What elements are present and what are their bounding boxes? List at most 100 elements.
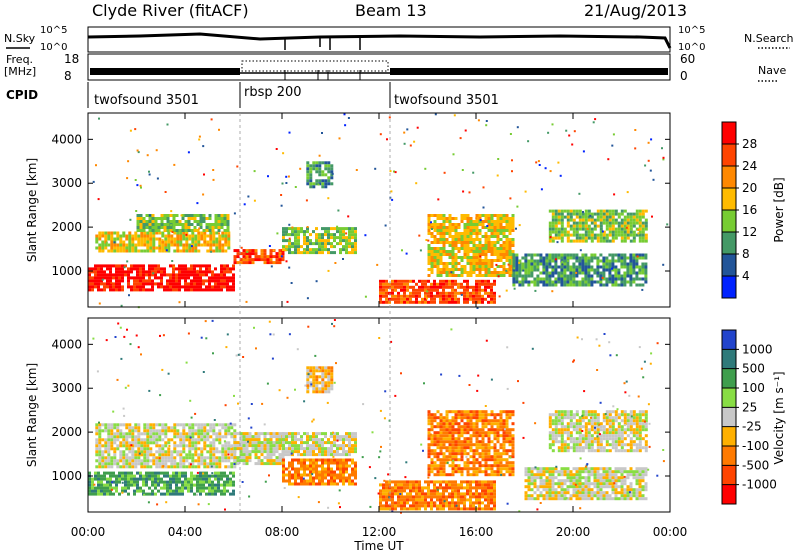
heatmap-cell	[103, 489, 106, 493]
heatmap-cell	[472, 259, 476, 262]
heatmap-cell	[403, 294, 406, 298]
heatmap-cell	[584, 233, 588, 237]
heatmap-cell	[442, 235, 446, 238]
heatmap-cell	[490, 486, 493, 490]
heatmap-cell	[179, 450, 183, 454]
heatmap-cell	[442, 238, 446, 241]
heatmap-cell	[469, 247, 473, 250]
heatmap-cell	[451, 480, 454, 484]
heatmap-cell	[427, 473, 431, 477]
heatmap-cell	[318, 251, 321, 255]
heatmap-cell	[181, 214, 185, 217]
heatmap-cell	[161, 462, 165, 466]
heatmap-cell	[146, 231, 150, 235]
heatmap-cell	[172, 489, 175, 493]
heatmap-cell	[466, 235, 470, 238]
heatmap-cell	[220, 285, 223, 289]
heatmap-cell	[475, 489, 478, 493]
heatmap-cell	[158, 450, 162, 454]
heatmap-cell	[587, 259, 591, 263]
heatmap-cell	[315, 432, 318, 436]
heatmap-cell	[206, 438, 210, 442]
heatmap-cell	[560, 283, 564, 287]
heatmap-cell	[110, 444, 114, 448]
heatmap-cell	[333, 482, 336, 486]
heatmap-cell	[179, 234, 183, 238]
heatmap-cell	[418, 501, 421, 505]
heatmap-cell	[427, 446, 431, 450]
heatmap-cell	[312, 482, 315, 486]
heatmap-cell	[215, 465, 219, 469]
heatmap-cell	[421, 495, 424, 499]
heatmap-cell	[260, 258, 264, 262]
heatmap-cell	[115, 474, 118, 478]
heatmap-cell	[188, 426, 192, 430]
heatmap-cell	[109, 489, 112, 493]
heatmap-cell	[484, 483, 487, 487]
heatmap-cell	[232, 276, 235, 280]
heatmap-cell	[442, 470, 446, 474]
heatmap-cell	[581, 265, 585, 269]
heatmap-cell	[530, 256, 534, 260]
heatmap-cell	[269, 453, 273, 457]
heatmap-cell	[448, 437, 452, 441]
scatter-cell	[636, 255, 639, 258]
heatmap-cell	[484, 271, 488, 274]
heatmap-cell	[312, 248, 315, 252]
heatmap-cell	[330, 479, 333, 483]
heatmap-cell	[433, 220, 437, 223]
heatmap-cell	[475, 449, 479, 453]
heatmap-cell	[481, 455, 485, 459]
heatmap-cell	[176, 450, 180, 454]
heatmap-cell	[327, 230, 330, 234]
heatmap-cell	[460, 247, 464, 250]
heatmap-cell	[490, 217, 494, 220]
heatmap-cell	[348, 239, 351, 243]
heatmap-cell	[505, 235, 509, 238]
heatmap-cell	[208, 288, 211, 292]
heatmap-cell	[572, 218, 576, 222]
heatmap-cell	[427, 291, 430, 295]
heatmap-cell	[472, 294, 475, 298]
heatmap-cell	[227, 444, 231, 448]
heatmap-cell	[457, 410, 461, 414]
heatmap-cell	[436, 291, 439, 295]
heatmap-cell	[442, 458, 446, 462]
heatmap-cell	[442, 282, 445, 286]
heatmap-cell	[98, 246, 102, 250]
heatmap-cell	[490, 271, 494, 274]
heatmap-cell	[442, 220, 446, 223]
heatmap-cell	[614, 236, 618, 240]
heatmap-cell	[275, 450, 279, 454]
heatmap-cell	[442, 217, 446, 220]
heatmap-cell	[424, 486, 427, 490]
heatmap-cell	[220, 264, 223, 268]
heatmap-cell	[266, 261, 270, 265]
heatmap-cell	[466, 241, 470, 244]
heatmap-cell	[173, 429, 177, 433]
heatmap-cell	[200, 462, 204, 466]
heatmap-cell	[131, 465, 135, 469]
heatmap-cell	[324, 435, 327, 439]
y-tick-label: 2000	[51, 220, 82, 234]
heatmap-cell	[282, 432, 285, 436]
heatmap-cell	[460, 501, 463, 505]
heatmap-cell	[436, 217, 440, 220]
heatmap-cell	[278, 435, 282, 439]
heatmap-cell	[200, 435, 204, 439]
heatmap-cell	[632, 230, 636, 234]
heatmap-cell	[487, 428, 491, 432]
heatmap-cell	[575, 268, 579, 272]
heatmap-cell	[385, 504, 388, 508]
heatmap-cell	[542, 262, 546, 266]
heatmap-cell	[146, 465, 150, 469]
heatmap-cell	[451, 288, 454, 292]
heatmap-cell	[115, 477, 118, 481]
heatmap-cell	[315, 458, 318, 462]
heatmap-cell	[97, 285, 100, 289]
heatmap-cell	[403, 288, 406, 292]
heatmap-cell	[155, 456, 159, 460]
nsearch-label: N.Search	[744, 32, 794, 45]
heatmap-cell	[309, 479, 312, 483]
heatmap-cell	[266, 441, 270, 445]
